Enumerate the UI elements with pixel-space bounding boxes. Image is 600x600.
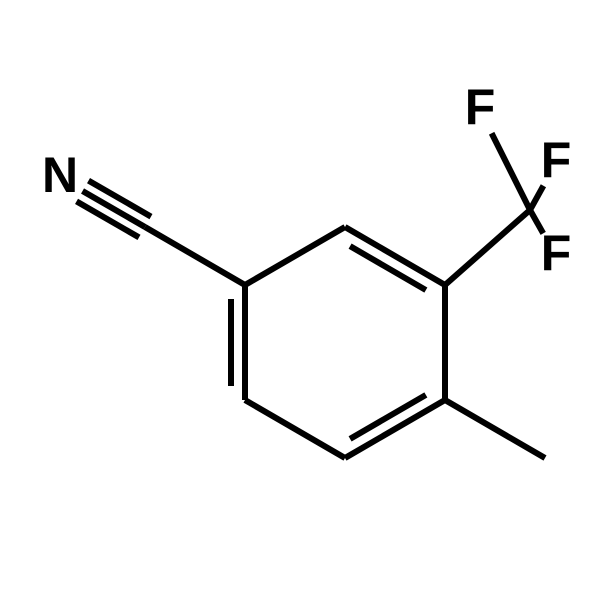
diagram-background <box>0 0 600 600</box>
atom-label-f: F <box>541 132 572 188</box>
atom-label-n: N <box>42 147 78 203</box>
molecule-diagram: NFFF <box>0 0 600 600</box>
atom-label-f: F <box>541 225 572 281</box>
atom-label-f: F <box>465 79 496 135</box>
